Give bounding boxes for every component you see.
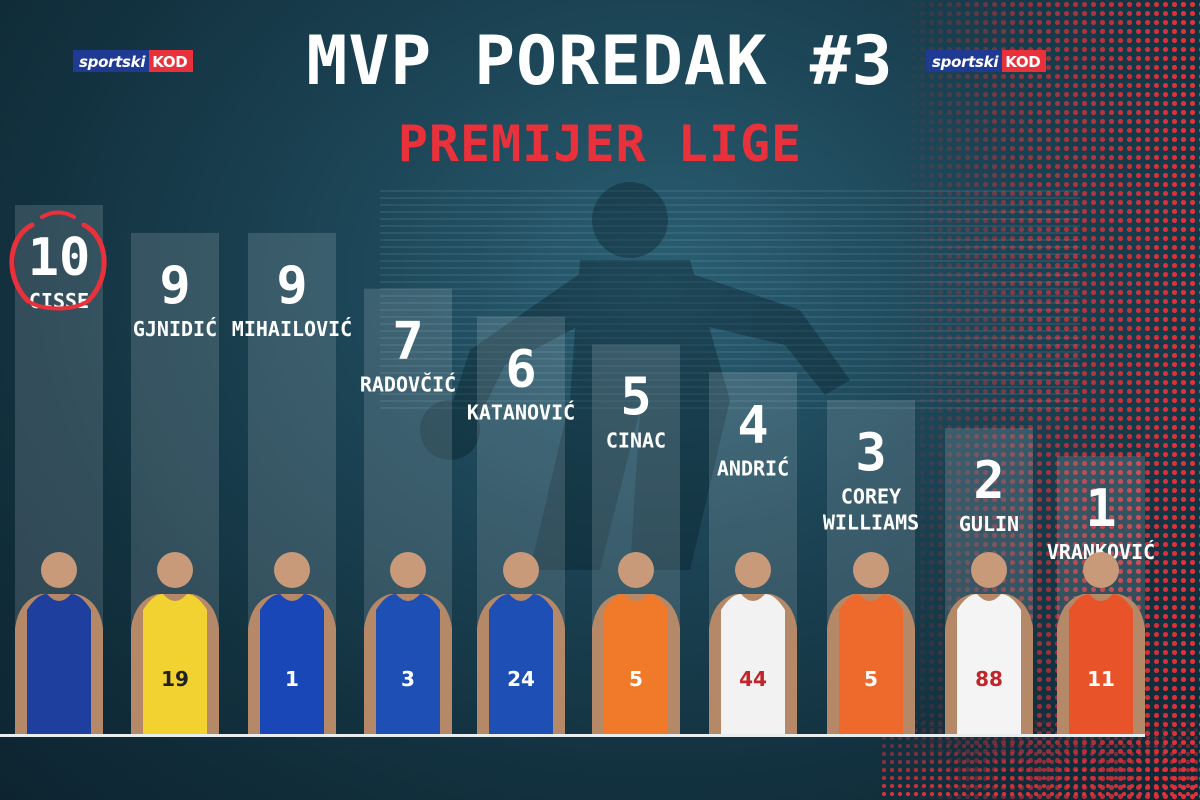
player-head bbox=[618, 552, 654, 588]
page-title: MVP POREDAK #3 bbox=[306, 22, 894, 101]
logo-text-part1: sportski bbox=[926, 50, 1003, 72]
player-jersey bbox=[143, 594, 207, 734]
page-subtitle: PREMIJER LIGE bbox=[397, 115, 803, 173]
jersey-number: 19 bbox=[161, 667, 189, 691]
bar-category-label: COREY bbox=[841, 484, 901, 508]
bar-category-label: GULIN bbox=[959, 512, 1019, 536]
jersey-number: 88 bbox=[975, 667, 1003, 691]
jersey-number: 1 bbox=[285, 667, 299, 691]
player-jersey bbox=[839, 594, 903, 734]
player-head bbox=[41, 552, 77, 588]
bar-value-label: 7 bbox=[392, 312, 423, 372]
player-head bbox=[853, 552, 889, 588]
bar-value-label: 4 bbox=[737, 395, 768, 455]
player-jersey bbox=[260, 594, 324, 734]
bar-category-label: RADOVČIĆ bbox=[360, 373, 456, 397]
jersey-number: 44 bbox=[739, 667, 767, 691]
player-head bbox=[735, 552, 771, 588]
bar-value-label: 10 bbox=[28, 228, 91, 288]
jersey-number: 5 bbox=[629, 667, 643, 691]
player-head bbox=[971, 552, 1007, 588]
player-silhouette-background bbox=[420, 182, 850, 570]
bar-value-label: 9 bbox=[159, 256, 190, 316]
brand-logo-left: sportski KOD bbox=[73, 50, 245, 72]
bar-category-label: MIHAILOVIĆ bbox=[232, 317, 352, 341]
chart-baseline bbox=[0, 734, 1145, 737]
jersey-number: 5 bbox=[864, 667, 878, 691]
player-jersey bbox=[721, 594, 785, 734]
player-jersey bbox=[376, 594, 440, 734]
bar-value-label: 1 bbox=[1085, 479, 1116, 539]
brand-logo-right: sportski KOD bbox=[926, 50, 1098, 72]
bar-category-label: ANDRIĆ bbox=[717, 456, 789, 480]
halftone-decoration-bottom bbox=[880, 710, 1200, 800]
player-jersey bbox=[957, 594, 1021, 734]
bar-category-label: WILLIAMS bbox=[823, 510, 919, 534]
logo-text-part2: KOD bbox=[1002, 50, 1047, 72]
bar-category-label: GJNIDIĆ bbox=[133, 317, 217, 341]
player-head bbox=[274, 552, 310, 588]
logo-text-part1: sportski bbox=[73, 50, 150, 72]
jersey-number: 24 bbox=[507, 667, 535, 691]
player-jersey bbox=[1069, 594, 1133, 734]
bar-category-label: CINAC bbox=[606, 429, 666, 453]
jersey-number: 3 bbox=[401, 667, 415, 691]
bar-value-label: 6 bbox=[505, 340, 536, 400]
bar-value-label: 2 bbox=[973, 451, 1004, 511]
player-jersey bbox=[489, 594, 553, 734]
player-jersey bbox=[604, 594, 668, 734]
jersey-number: 11 bbox=[1087, 667, 1115, 691]
player-jersey bbox=[27, 594, 91, 734]
bar-value-label: 3 bbox=[855, 423, 886, 483]
laurel-wreath-icon bbox=[9, 210, 107, 311]
bar-value-label: 5 bbox=[620, 368, 651, 428]
player-head bbox=[157, 552, 193, 588]
logo-text-part2: KOD bbox=[149, 50, 194, 72]
bar-category-label: KATANOVIĆ bbox=[467, 401, 575, 425]
player-head bbox=[503, 552, 539, 588]
player-head bbox=[1083, 552, 1119, 588]
bar-value-label: 9 bbox=[276, 256, 307, 316]
player-head bbox=[390, 552, 426, 588]
background-stripes bbox=[380, 190, 1080, 410]
